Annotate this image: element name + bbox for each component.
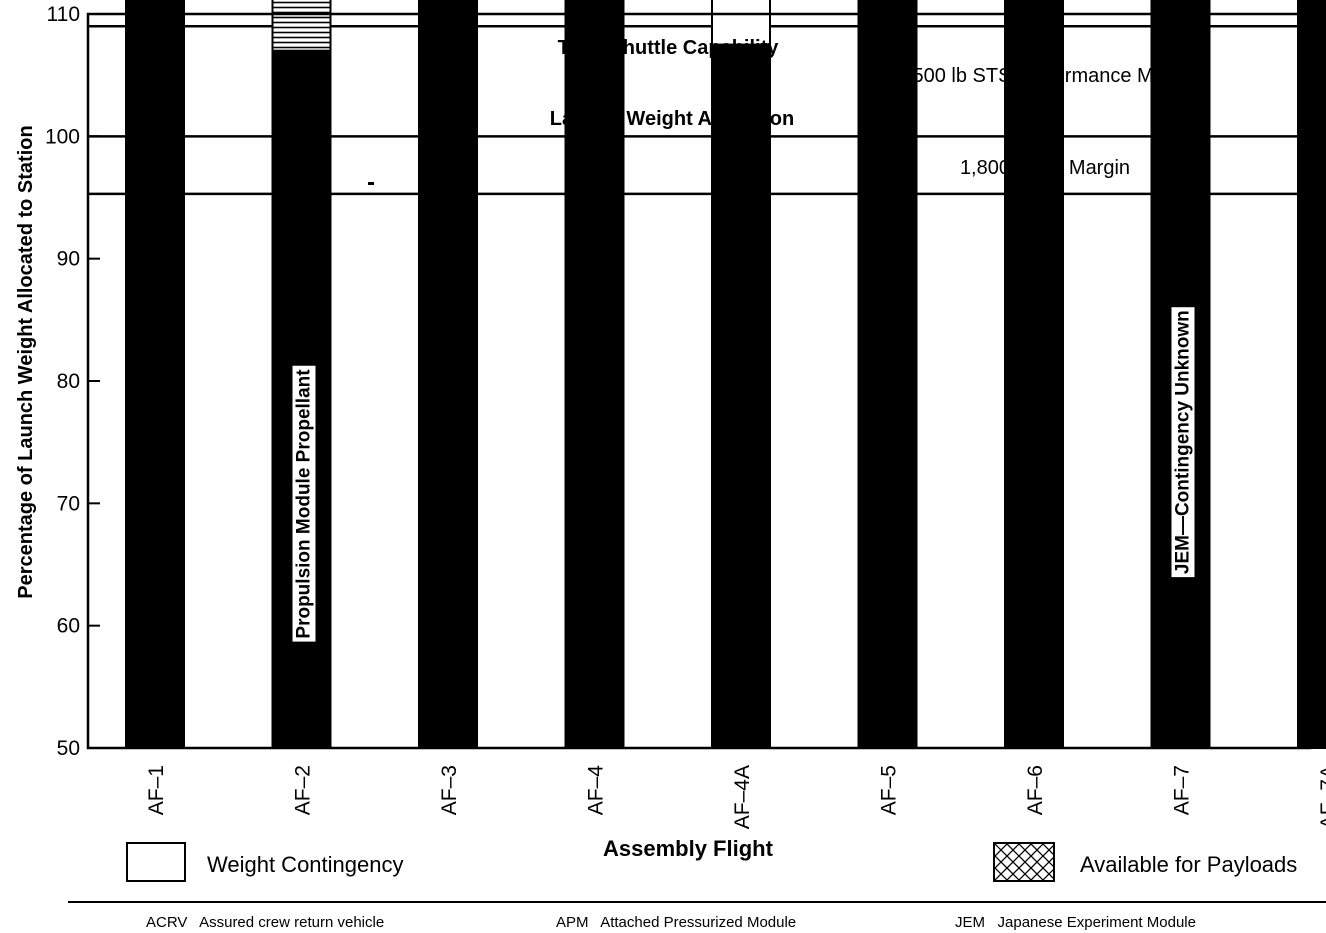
legend-label-weight-contingency: Weight Contingency xyxy=(207,852,404,877)
footnote-apm: APM Attached Pressurized Module xyxy=(556,914,796,931)
x-tick-label-5: AF–5 xyxy=(878,765,901,815)
annotation-sts-margin: 3,500 lb STS Performance Margin xyxy=(896,65,1198,87)
y-tick-label-6: 110 xyxy=(47,3,80,26)
bar-label-1: JEM—Contingency Unknown xyxy=(1173,310,1194,574)
y-tick-label-1: 60 xyxy=(57,615,80,638)
annotation-ss-margin: 1,800 lb SS Margin xyxy=(960,157,1130,179)
footnote-apm-text: Attached Pressurized Module xyxy=(600,914,797,931)
footnote-acrv: ACRV Assured crew return vehicle xyxy=(146,914,384,931)
x-tick-label-8: AF–7A xyxy=(1317,765,1326,829)
x-tick-label-7: AF–7 xyxy=(1171,765,1194,815)
x-tick-label-6: AF–6 xyxy=(1024,765,1047,815)
x-tick-label-0: AF–1 xyxy=(145,765,168,815)
arrow-sts-down-head xyxy=(1029,120,1041,135)
bar-base-8 xyxy=(1297,0,1326,749)
footnote-acrv-text: Assured crew return vehicle xyxy=(199,914,385,931)
footnote-jem-abbr: JEM xyxy=(955,914,985,931)
labels: Propulsion Module Propellant JEM—Continge… xyxy=(292,28,1198,642)
arrow-sts-up-head xyxy=(1029,28,1041,43)
annotation-total-capability: Total Shuttle Capability xyxy=(558,37,780,59)
bar-label-0: Propulsion Module Propellant xyxy=(294,369,315,639)
y-axis-title: Percentage of Launch Weight Allocated to… xyxy=(15,125,37,598)
footnote-apm-abbr: APM xyxy=(556,914,589,931)
x-axis-title: Assembly Flight xyxy=(603,836,773,861)
x-tick-label-2: AF–3 xyxy=(438,765,461,815)
footnote-acrv-abbr: ACRV xyxy=(146,914,188,931)
legend-swatch-weight-contingency xyxy=(126,842,186,882)
bar-base-2 xyxy=(418,0,478,750)
y-tick-label-3: 80 xyxy=(57,370,80,393)
bar-contingency-4 xyxy=(711,0,771,46)
footnote-divider xyxy=(68,901,1326,903)
x-tick-label-4: AF–4A xyxy=(731,765,754,829)
y-tick-label-0: 50 xyxy=(57,737,80,760)
annotation-allocation: Launch Weight Allocation xyxy=(550,108,794,130)
footnote-jem: JEM Japanese Experiment Module xyxy=(955,914,1196,931)
y-tick-label-4: 90 xyxy=(57,248,80,271)
bar-base-0 xyxy=(125,0,185,749)
y-tick-label-2: 70 xyxy=(57,492,80,515)
bar-base-3 xyxy=(564,0,625,749)
legend-swatch-available-payloads xyxy=(993,842,1055,882)
bar-label-bg-0 xyxy=(292,365,316,642)
arrow-ss-up-head xyxy=(1029,195,1041,210)
chart: 50 60 70 80 90 100 110 Percentage of Launch Wei… xyxy=(15,0,1326,829)
stray-mark xyxy=(368,182,374,185)
bar-label-bg-1 xyxy=(1171,307,1195,578)
bar-base-4 xyxy=(711,43,771,750)
bar-base-5 xyxy=(857,0,918,750)
axes: 50 60 70 80 90 100 110 Percentage of Launch Wei… xyxy=(15,3,1326,829)
y-tick-label-5: 100 xyxy=(45,125,80,148)
x-tick-label-1: AF–2 xyxy=(292,765,315,815)
legend-label-available-payloads: Available for Payloads xyxy=(1080,852,1298,877)
bar-propellant-1 xyxy=(271,0,332,52)
x-tick-label-3: AF–4 xyxy=(585,765,608,816)
footnote-jem-text: Japanese Experiment Module xyxy=(997,914,1196,931)
